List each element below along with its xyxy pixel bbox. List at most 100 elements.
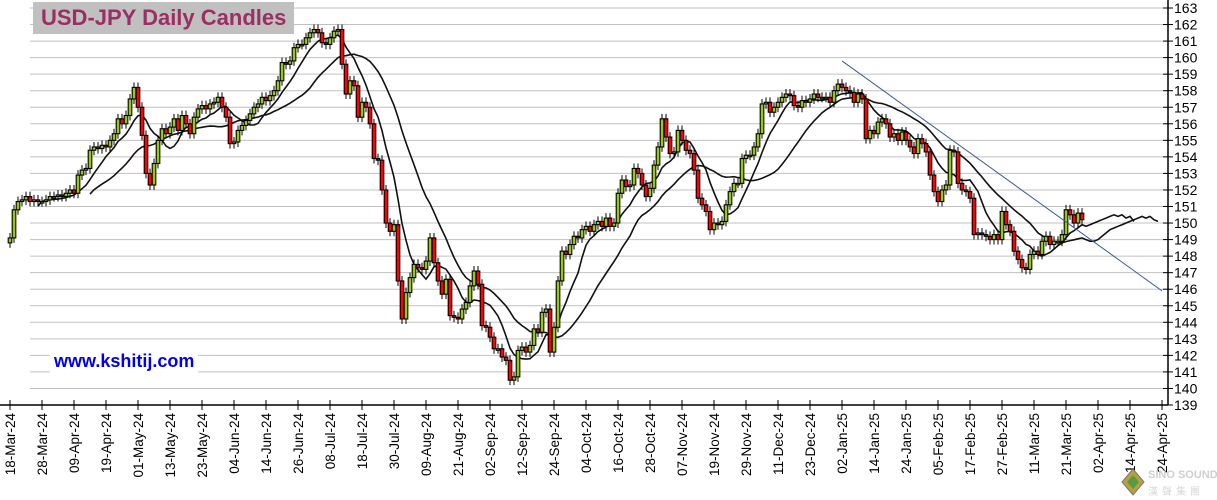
candle-up (947, 149, 953, 186)
candle-up (55, 194, 61, 198)
candle-down (283, 62, 289, 65)
x-tick-label: 18-Mar-24 (3, 413, 18, 476)
candle-down (979, 232, 985, 236)
candle-up (215, 96, 221, 103)
y-tick-label: 145 (1174, 298, 1198, 314)
candle-up (539, 311, 545, 333)
candle-up (243, 119, 249, 126)
candle-down (223, 106, 229, 118)
candle-up (459, 308, 465, 320)
candle-up (199, 105, 205, 110)
x-tick-label: 30-Jul-24 (387, 413, 402, 470)
logo-sub: 漢聲集團 (1148, 487, 1204, 498)
candle-down (927, 151, 933, 176)
candle-down (607, 217, 613, 227)
candle-up (511, 376, 517, 381)
candle-up (807, 98, 813, 103)
candle-up (127, 98, 133, 117)
candle-down (767, 101, 773, 113)
candle-up (571, 235, 577, 246)
candle-up (991, 234, 997, 241)
candle-up (891, 133, 897, 138)
candle-up (259, 96, 265, 105)
candle-up (83, 167, 89, 171)
candle-up (763, 101, 769, 105)
candle-down (907, 139, 913, 148)
candle-up (1055, 240, 1061, 244)
candle-up (555, 280, 561, 328)
candle-up (347, 80, 353, 95)
candle-up (939, 189, 945, 203)
candle-up (899, 131, 905, 141)
candle-down (955, 151, 961, 184)
candle-up (123, 114, 129, 125)
candle-down (503, 356, 509, 361)
x-tick-label: 02-Jan-25 (835, 413, 850, 474)
candle-up (819, 96, 825, 100)
candle-down (963, 189, 969, 193)
candle-up (631, 167, 637, 186)
x-tick-label: 09-Aug-24 (419, 413, 434, 477)
candle-up (327, 37, 333, 45)
candle-down (839, 83, 845, 88)
candle-down (1067, 209, 1073, 216)
candle-up (495, 348, 501, 351)
candle-down (27, 196, 33, 203)
candle-down (987, 235, 993, 241)
candle-up (239, 124, 245, 131)
candle-up (799, 100, 805, 108)
candle-up (171, 118, 177, 128)
candle-up (423, 260, 429, 270)
axes: 1391401411421431441451461471481491501511… (0, 0, 1198, 478)
candle-up (359, 101, 365, 118)
candle-down (575, 235, 581, 239)
candle-up (335, 28, 341, 32)
candle-down (415, 263, 421, 269)
x-tick-label: 04-Oct-24 (579, 413, 594, 474)
candle-up (615, 192, 621, 224)
candle-down (395, 224, 401, 282)
candle-down (319, 32, 325, 44)
candle-down (863, 98, 869, 140)
y-tick-label: 147 (1174, 265, 1198, 281)
candle-down (507, 359, 513, 381)
candle-down (351, 80, 357, 87)
candle-up (671, 151, 677, 155)
candle-up (1031, 250, 1037, 256)
candle-up (1075, 212, 1081, 224)
candle-down (787, 93, 793, 97)
candle-down (635, 167, 641, 174)
candle-up (87, 149, 93, 170)
candle-down (847, 90, 853, 93)
candle-up (647, 187, 653, 198)
candle-down (971, 197, 977, 236)
candle-up (711, 222, 717, 231)
y-tick-label: 146 (1174, 281, 1198, 297)
candle-down (323, 42, 329, 45)
candle-down (683, 139, 689, 151)
candle-up (115, 118, 121, 135)
candle-up (611, 222, 617, 227)
candle-up (307, 32, 313, 39)
candles (7, 24, 1085, 386)
candle-up (835, 83, 841, 92)
candle-up (659, 118, 665, 148)
candle-down (691, 153, 697, 171)
candle-up (251, 106, 257, 115)
x-tick-label: 01-May-24 (131, 413, 146, 478)
trendline-group (841, 60, 1163, 292)
candle-up (279, 62, 285, 82)
candle-up (23, 196, 29, 201)
candle-up (627, 184, 633, 188)
candle-down (363, 101, 369, 108)
candle-down (707, 210, 713, 231)
y-tick-label: 160 (1174, 50, 1198, 66)
x-tick-label: 17-Feb-25 (963, 413, 978, 475)
diamond-logo-icon (1121, 468, 1145, 496)
candle-up (275, 80, 281, 92)
candle-down (479, 283, 485, 327)
candle-up (999, 210, 1005, 241)
candle-up (867, 129, 873, 140)
candle-down (931, 174, 937, 193)
candle-up (407, 277, 413, 294)
